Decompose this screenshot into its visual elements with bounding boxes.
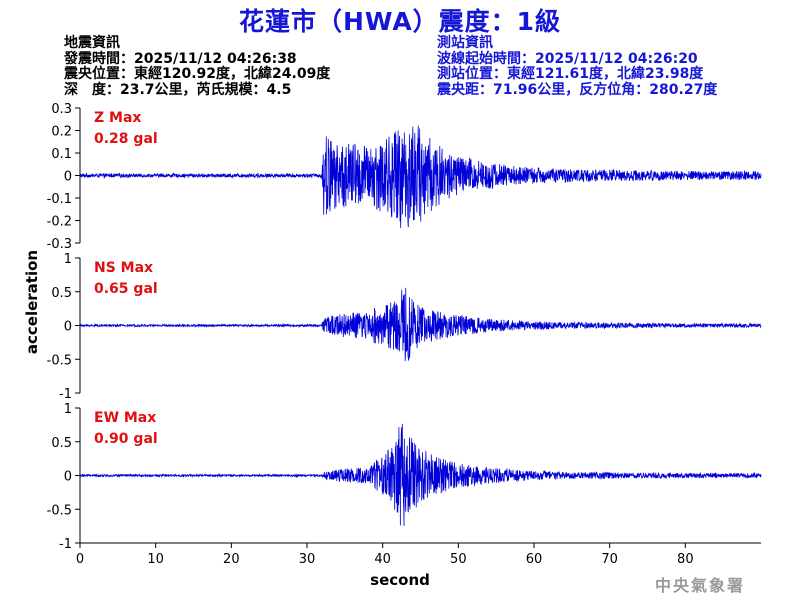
y-tick-label: -0.5	[47, 503, 72, 518]
x-axis: 0 10 20 30 40 50 60 70 80	[76, 542, 761, 567]
quake-info-panel: 地震資訊 發震時間：2025/11/12 04:26:38 震央位置：東經120…	[64, 35, 331, 98]
x-axis-label: second	[370, 571, 430, 589]
x-tick-label: 0	[76, 552, 84, 567]
y-tick-label: -0.3	[47, 237, 72, 252]
y-tick-label: 0.2	[51, 125, 72, 140]
y-tick-label: -0.1	[47, 192, 72, 207]
y-tick-label: -1	[59, 387, 72, 402]
max-label-value: 0.28 gal	[94, 131, 158, 147]
wave-start-time: 波線起始時間：2025/11/12 04:26:20	[437, 50, 698, 67]
y-tick-label: 0	[64, 470, 72, 485]
max-label-value: 0.90 gal	[94, 431, 158, 447]
page-title: 花蓮市（HWA）震度：1級	[238, 7, 562, 36]
max-label-name: Z Max	[94, 110, 141, 126]
station-info-heading: 測站資訊	[437, 35, 493, 51]
panel-ns: 1 0.5 0 -0.5 -1 NS Max 0.65 gal	[47, 252, 762, 402]
y-tick-label: 1	[64, 252, 72, 267]
x-tick-label: 20	[223, 552, 240, 567]
station-info-panel: 測站資訊 波線起始時間：2025/11/12 04:26:20 測站位置：東經1…	[437, 35, 718, 98]
x-tick-label: 10	[147, 552, 164, 567]
x-tick-label: 50	[450, 552, 467, 567]
y-tick-label: 0.3	[51, 102, 72, 117]
waveform-trace	[79, 287, 762, 362]
seismogram-panels: 0.3 0.2 0.1 0 -0.1 -0.2 -0.3 Z Max 0.28 gal 1 0.5 0…	[47, 102, 762, 552]
max-label-name: EW Max	[94, 410, 156, 426]
y-tick-label: -0.5	[47, 353, 72, 368]
distance-azimuth: 震央距：71.96公里，反方位角：280.27度	[437, 81, 718, 98]
y-tick-label: 0.5	[51, 286, 72, 301]
y-tick-label: -1	[59, 537, 72, 552]
y-tick-label: 0.1	[51, 147, 72, 162]
depth-magnitude: 深 度：23.7公里，芮氏規模：4.5	[64, 81, 292, 98]
quake-info-heading: 地震資訊	[64, 35, 120, 51]
y-tick-label: -0.2	[47, 215, 72, 230]
panel-z: 0.3 0.2 0.1 0 -0.1 -0.2 -0.3 Z Max 0.28 gal	[47, 102, 762, 252]
station-location: 測站位置：東經121.61度，北緯23.98度	[437, 66, 704, 82]
y-axis-label: acceleration	[23, 250, 41, 354]
y-tick-label: 0.5	[51, 436, 72, 451]
x-tick-label: 70	[601, 552, 618, 567]
waveform-trace	[79, 125, 762, 228]
origin-time: 發震時間：2025/11/12 04:26:38	[64, 50, 297, 67]
waveform-trace	[79, 423, 762, 526]
x-tick-label: 40	[374, 552, 391, 567]
max-label-value: 0.65 gal	[94, 281, 158, 297]
x-tick-label: 30	[299, 552, 316, 567]
panel-ew: 1 0.5 0 -0.5 -1 EW Max 0.90 gal	[47, 402, 762, 552]
x-tick-label: 80	[677, 552, 694, 567]
epicenter-location: 震央位置：東經120.92度，北緯24.09度	[64, 66, 331, 82]
y-tick-label: 0	[64, 170, 72, 185]
max-label-name: NS Max	[94, 260, 153, 276]
y-tick-label: 1	[64, 402, 72, 417]
y-tick-label: 0	[64, 320, 72, 335]
agency-credit: 中央氣象署	[655, 576, 746, 595]
x-tick-label: 60	[526, 552, 543, 567]
